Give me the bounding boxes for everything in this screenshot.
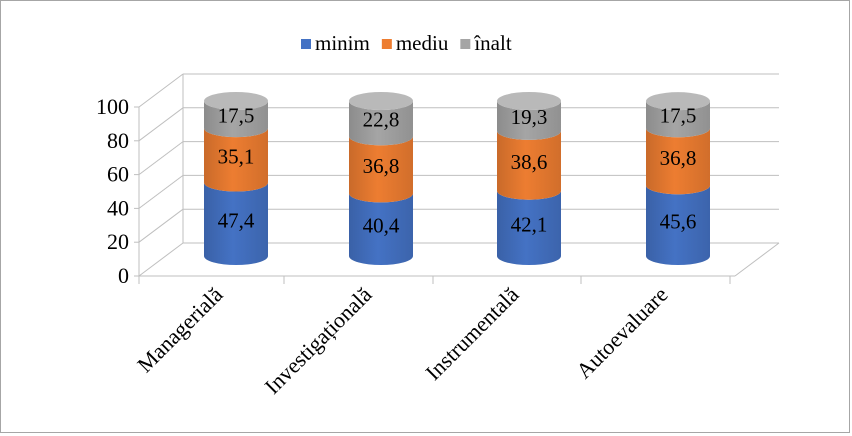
data-label: 19,3 bbox=[511, 105, 548, 129]
bar-segment-minim bbox=[646, 185, 710, 265]
data-label: 22,8 bbox=[363, 108, 400, 132]
bar-stack bbox=[497, 92, 561, 265]
gridline-side bbox=[138, 174, 184, 209]
gridline-side bbox=[138, 208, 184, 243]
gridline-side bbox=[138, 242, 184, 277]
bar-stack bbox=[349, 92, 413, 265]
data-label: 36,8 bbox=[660, 146, 697, 170]
x-tick-label: Autoevaluare bbox=[571, 282, 672, 383]
bar-stack bbox=[204, 92, 268, 265]
bar-segment-minim bbox=[497, 190, 561, 265]
bar-stack bbox=[646, 92, 710, 265]
y-tick-label: 40 bbox=[107, 195, 129, 220]
gridline-side bbox=[138, 73, 184, 108]
floor-right-edge bbox=[734, 242, 780, 277]
legend-swatch-minim bbox=[301, 39, 311, 49]
data-label: 38,6 bbox=[511, 150, 548, 174]
data-label: 36,8 bbox=[363, 154, 400, 178]
data-label: 42,1 bbox=[511, 212, 548, 236]
grid-layer bbox=[138, 73, 780, 277]
legend-label-mediu: mediu bbox=[396, 31, 449, 55]
bar-cap-înalt bbox=[204, 92, 268, 110]
bar-segment-înalt bbox=[204, 101, 268, 138]
legend: minim mediu înalt bbox=[301, 31, 512, 55]
y-tick-label: 100 bbox=[96, 94, 129, 119]
bar-segment-mediu bbox=[497, 130, 561, 200]
label-layer: 47,4 35,1 17,5 40,4 36,8 22,8 42,1 38,6 19,3 45,6… bbox=[218, 104, 697, 238]
legend-label-înalt: înalt bbox=[473, 31, 511, 55]
data-label: 45,6 bbox=[660, 210, 697, 234]
data-label: 47,4 bbox=[218, 208, 255, 232]
bar-cap-înalt bbox=[349, 92, 413, 110]
gridline-side bbox=[138, 141, 184, 176]
bar-cap-înalt bbox=[646, 92, 710, 111]
y-tick-label: 80 bbox=[107, 128, 129, 153]
data-label: 40,4 bbox=[363, 214, 400, 238]
x-tick-label: Managerială bbox=[132, 282, 228, 378]
bar-segment-minim bbox=[349, 193, 413, 265]
gridline-side bbox=[138, 107, 184, 142]
data-label: 17,5 bbox=[660, 104, 697, 128]
data-label: 17,5 bbox=[218, 104, 255, 128]
bar-segment-mediu bbox=[646, 128, 710, 195]
y-tick-label: 60 bbox=[107, 162, 129, 187]
bar-segment-mediu bbox=[349, 136, 413, 203]
legend-label-minim: minim bbox=[315, 31, 370, 55]
bar-segment-înalt bbox=[497, 101, 561, 140]
bar-cap-înalt bbox=[497, 92, 561, 110]
x-tick-label: Investigațională bbox=[259, 282, 376, 399]
bar-layer bbox=[204, 92, 710, 265]
bar-segment-înalt bbox=[349, 101, 413, 146]
data-label: 35,1 bbox=[218, 144, 255, 168]
x-tick-label: Instrumentală bbox=[420, 282, 523, 385]
y-tick-label: 20 bbox=[107, 229, 129, 254]
y-tick-label: 0 bbox=[118, 263, 129, 288]
legend-swatch-mediu bbox=[381, 39, 392, 49]
legend-swatch-înalt bbox=[460, 39, 471, 49]
bar-segment-mediu bbox=[204, 128, 268, 192]
bar-segment-înalt bbox=[646, 101, 710, 138]
bar-segment-minim bbox=[204, 182, 268, 265]
